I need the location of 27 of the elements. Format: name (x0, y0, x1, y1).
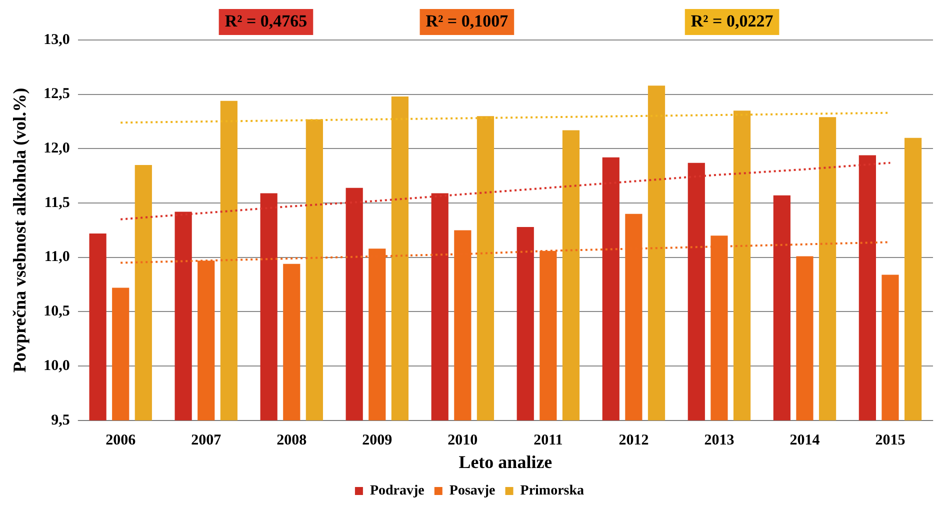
x-tick-label: 2014 (790, 432, 820, 448)
x-tick-label: 2013 (704, 432, 734, 448)
legend-label: Primorska (520, 484, 584, 499)
x-tick-label: 2008 (276, 432, 307, 448)
y-axis-title: Povprečna vsebnost alkohola (vol.%) (9, 88, 30, 373)
x-tick-label: 2015 (875, 432, 906, 448)
text: R² = 0,4765 (224, 11, 308, 30)
y-tick-label: 12,0 (44, 140, 70, 157)
text: R² = 0,0227 (690, 11, 774, 30)
x-tick-label: 2009 (362, 432, 392, 448)
line-series (120, 162, 892, 220)
y-tick-label: 9,5 (51, 412, 70, 428)
y-tick-label: 11,0 (44, 249, 70, 266)
x-tick-label: 2007 (191, 432, 222, 448)
y-tick-label: 10,0 (44, 358, 70, 374)
x-tick-label: 2010 (448, 432, 478, 448)
text: R² = 0,1007 (426, 11, 509, 30)
x-tick-label: 2011 (534, 432, 563, 448)
y-tick-label: 10,5 (44, 304, 70, 320)
y-tick-label: 12,5 (44, 86, 70, 102)
y-tick-label: 11,5 (44, 194, 70, 211)
x-axis-title: Leto analize (458, 452, 552, 472)
x-tick-label: 2012 (618, 432, 649, 448)
legend-label: Posavje (449, 484, 496, 499)
x-tick-label: 2006 (106, 432, 136, 448)
y-tick-label: 13,0 (44, 32, 70, 48)
legend-label: Podravje (370, 484, 424, 499)
